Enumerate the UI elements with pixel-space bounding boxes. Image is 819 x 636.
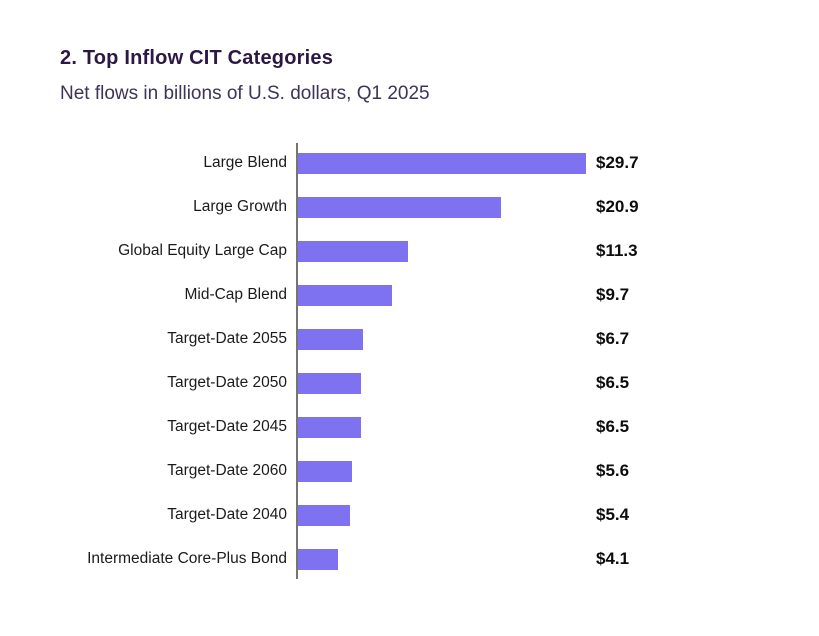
bar-track bbox=[298, 416, 586, 438]
bar bbox=[298, 548, 338, 570]
bar bbox=[298, 416, 362, 438]
bar-track bbox=[298, 328, 586, 350]
bar-row: Target-Date 2050 $6.5 bbox=[0, 361, 819, 405]
value-label: $20.9 bbox=[596, 197, 639, 216]
bar bbox=[298, 284, 393, 306]
bar-track bbox=[298, 372, 586, 394]
bar-line: $9.7 bbox=[298, 284, 819, 306]
value-label: $4.1 bbox=[596, 549, 630, 568]
bar-row: Target-Date 2040 $5.4 bbox=[0, 493, 819, 537]
bar-track bbox=[298, 548, 586, 570]
value-label: $5.4 bbox=[596, 505, 630, 524]
bar-line: $6.7 bbox=[298, 328, 819, 350]
category-label: Target-Date 2050 bbox=[167, 374, 287, 391]
bar-row: Target-Date 2045 $6.5 bbox=[0, 405, 819, 449]
bar bbox=[298, 196, 501, 218]
value-label: $9.7 bbox=[596, 285, 630, 304]
bar-row: Target-Date 2060 $5.6 bbox=[0, 449, 819, 493]
bar-line: $5.6 bbox=[298, 460, 819, 482]
bar-track bbox=[298, 284, 586, 306]
bar-line: $11.3 bbox=[298, 240, 819, 262]
bar bbox=[298, 152, 586, 174]
bar-line: $29.7 bbox=[298, 152, 819, 174]
bar-line: $6.5 bbox=[298, 416, 819, 438]
bar-line: $6.5 bbox=[298, 372, 819, 394]
bar-row: Intermediate Core-Plus Bond $4.1 bbox=[0, 537, 819, 581]
bar-track bbox=[298, 240, 586, 262]
bar bbox=[298, 328, 363, 350]
category-label: Global Equity Large Cap bbox=[118, 242, 287, 259]
bar-track bbox=[298, 460, 586, 482]
bar bbox=[298, 504, 351, 526]
category-label: Intermediate Core-Plus Bond bbox=[87, 550, 287, 567]
bar-row: Target-Date 2055 $6.7 bbox=[0, 317, 819, 361]
value-label: $6.7 bbox=[596, 329, 630, 348]
chart-subtitle: Net flows in billions of U.S. dollars, Q… bbox=[60, 83, 430, 104]
chart-title: 2. Top Inflow CIT Categories bbox=[60, 47, 334, 69]
value-label: $6.5 bbox=[596, 373, 630, 392]
value-label: $5.6 bbox=[596, 461, 630, 480]
bar-row: Global Equity Large Cap $11.3 bbox=[0, 229, 819, 273]
bar-track bbox=[298, 152, 586, 174]
value-label: $29.7 bbox=[596, 153, 639, 172]
category-label: Target-Date 2040 bbox=[167, 506, 287, 523]
category-label: Target-Date 2060 bbox=[167, 462, 287, 479]
category-label: Target-Date 2055 bbox=[167, 330, 287, 347]
bar-chart: Large Blend $29.7 Large Growth $20.9 Glo… bbox=[0, 141, 819, 581]
bar bbox=[298, 372, 362, 394]
bar-track bbox=[298, 196, 586, 218]
category-label: Large Growth bbox=[193, 198, 287, 215]
bar-row: Mid-Cap Blend $9.7 bbox=[0, 273, 819, 317]
value-label: $6.5 bbox=[596, 417, 630, 436]
value-label: $11.3 bbox=[596, 241, 638, 260]
bar-line: $5.4 bbox=[298, 504, 819, 526]
bar-line: $20.9 bbox=[298, 196, 819, 218]
chart-header: 2. Top Inflow CIT Categories Net flows i… bbox=[60, 46, 430, 106]
bar-rows: Large Blend $29.7 Large Growth $20.9 Glo… bbox=[0, 141, 819, 581]
bar-line: $4.1 bbox=[298, 548, 819, 570]
category-label: Large Blend bbox=[203, 154, 287, 171]
bar bbox=[298, 460, 353, 482]
bar-track bbox=[298, 504, 586, 526]
bar-row: Large Growth $20.9 bbox=[0, 185, 819, 229]
y-axis-line bbox=[296, 143, 298, 579]
category-label: Target-Date 2045 bbox=[167, 418, 287, 435]
bar-row: Large Blend $29.7 bbox=[0, 141, 819, 185]
category-label: Mid-Cap Blend bbox=[184, 286, 287, 303]
bar bbox=[298, 240, 408, 262]
